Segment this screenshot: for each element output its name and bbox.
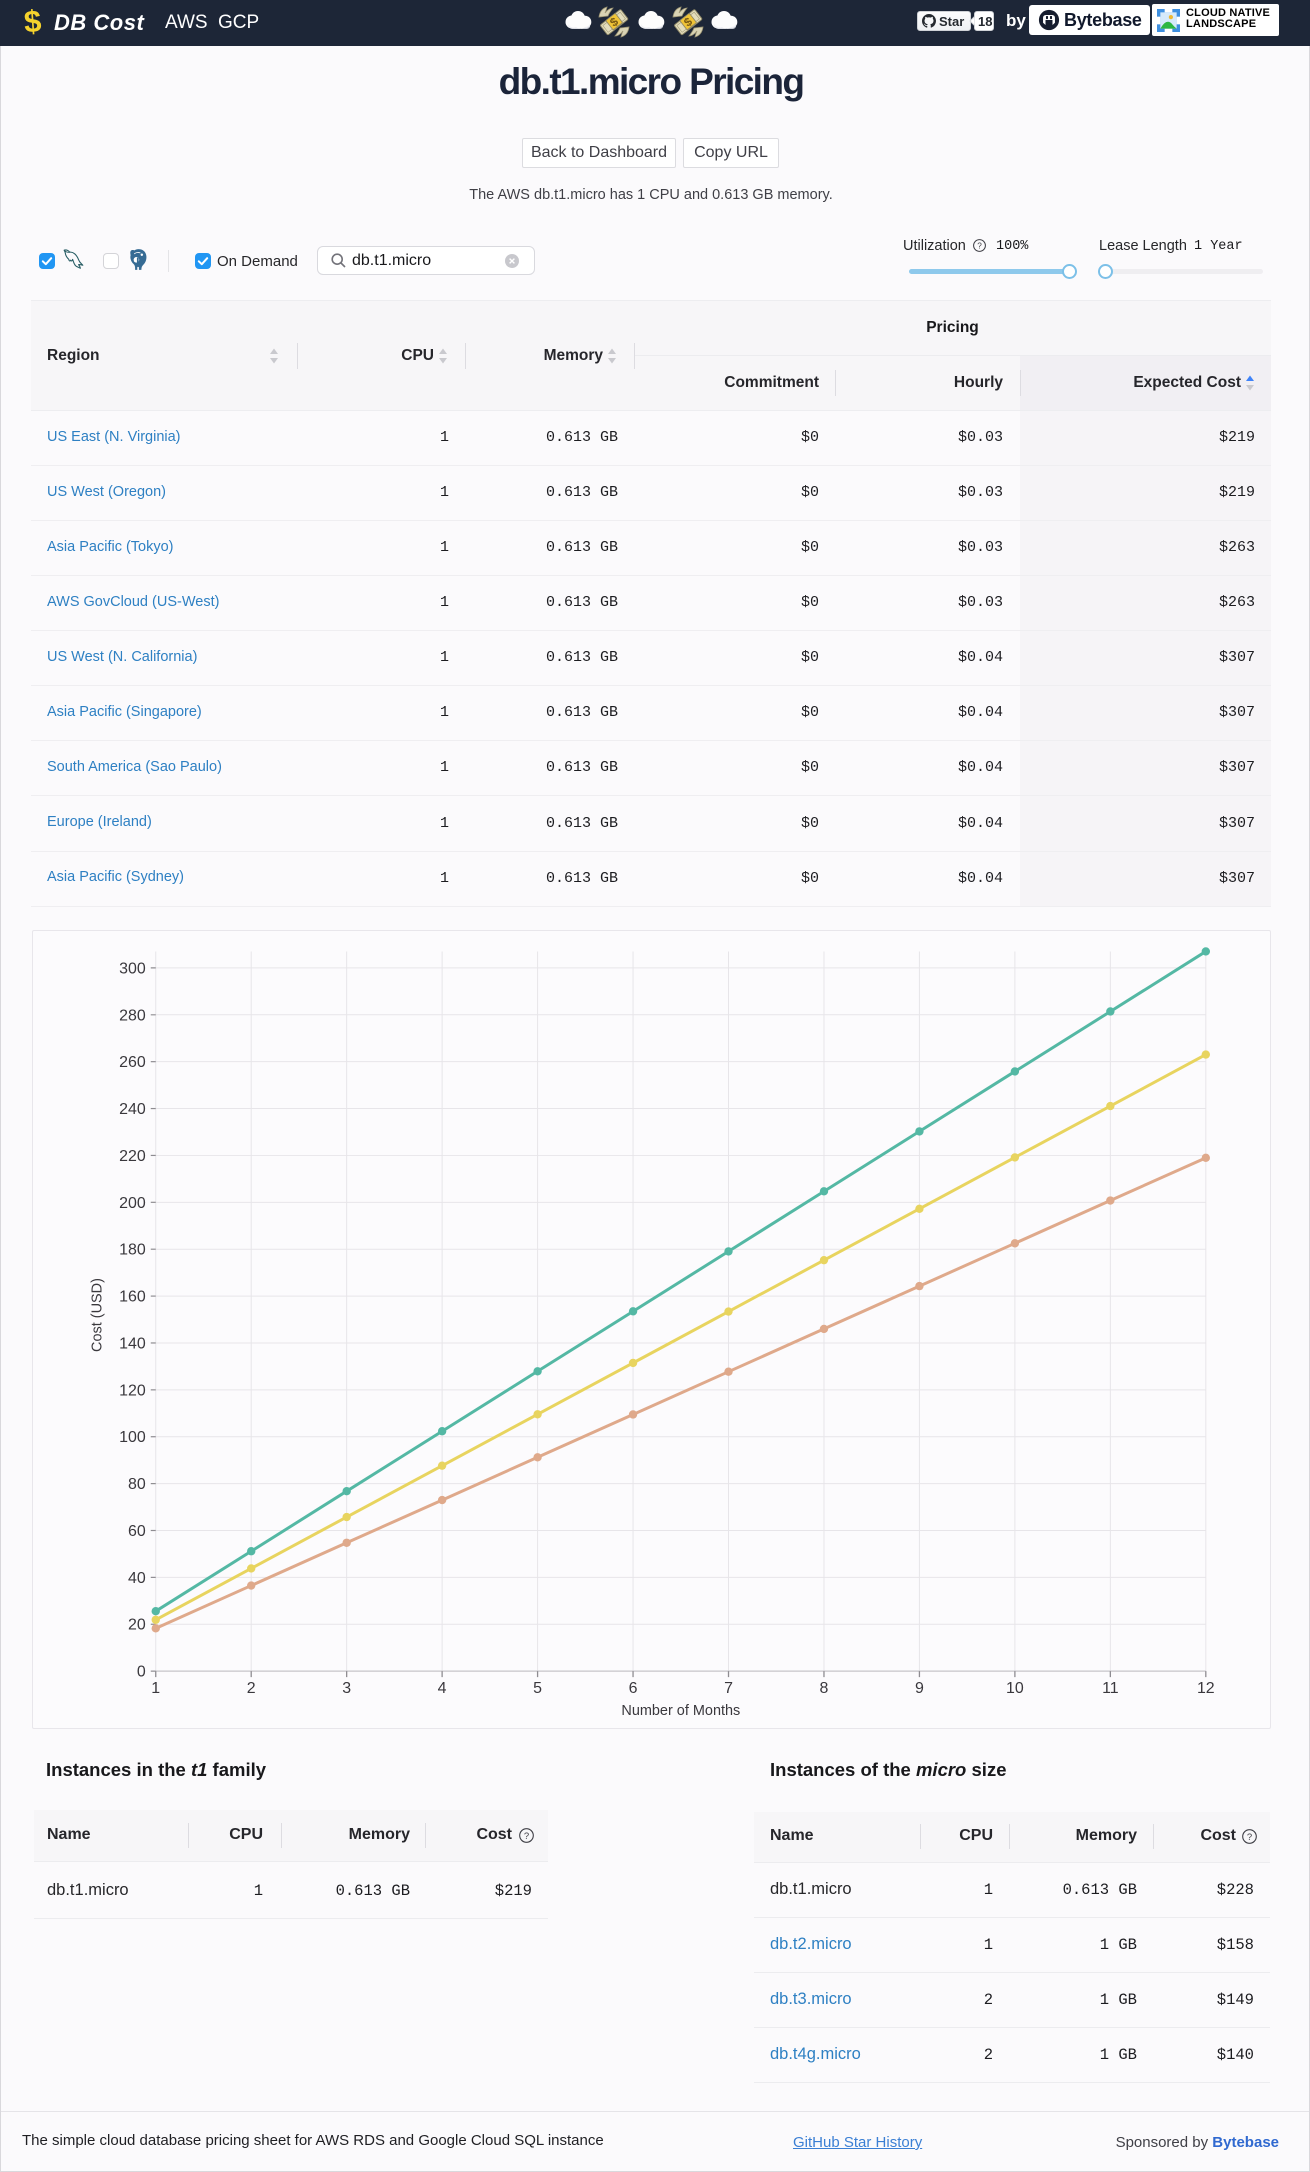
- svg-text:240: 240: [119, 1101, 146, 1118]
- svg-text:220: 220: [119, 1148, 146, 1165]
- svg-text:300: 300: [119, 960, 146, 977]
- svg-text:260: 260: [119, 1054, 146, 1071]
- svg-text:40: 40: [128, 1570, 146, 1587]
- svg-text:100: 100: [119, 1429, 146, 1446]
- svg-text:160: 160: [119, 1289, 146, 1306]
- svg-text:7: 7: [724, 1680, 733, 1697]
- svg-text:80: 80: [128, 1476, 146, 1493]
- svg-text:6: 6: [629, 1680, 638, 1697]
- svg-text:120: 120: [119, 1382, 146, 1399]
- svg-text:60: 60: [128, 1523, 146, 1540]
- svg-text:?: ?: [977, 241, 982, 250]
- svg-text:Number of Months: Number of Months: [621, 1703, 740, 1719]
- svg-text:?: ?: [1247, 1832, 1252, 1843]
- svg-text:8: 8: [820, 1680, 829, 1697]
- svg-text:9: 9: [915, 1680, 924, 1697]
- svg-text:1: 1: [151, 1680, 160, 1697]
- svg-text:180: 180: [119, 1242, 146, 1259]
- svg-text:0: 0: [137, 1664, 146, 1681]
- svg-text:200: 200: [119, 1195, 146, 1212]
- svg-text:4: 4: [438, 1680, 447, 1697]
- svg-text:3: 3: [342, 1680, 351, 1697]
- svg-text:2: 2: [247, 1680, 256, 1697]
- svg-text:140: 140: [119, 1335, 146, 1352]
- svg-text:Cost (USD): Cost (USD): [89, 1278, 105, 1352]
- svg-text:20: 20: [128, 1617, 146, 1634]
- svg-text:10: 10: [1006, 1680, 1024, 1697]
- svg-text:11: 11: [1102, 1680, 1119, 1697]
- svg-text:280: 280: [119, 1007, 146, 1024]
- svg-text:12: 12: [1197, 1680, 1215, 1697]
- svg-text:?: ?: [524, 1831, 529, 1842]
- svg-text:5: 5: [533, 1680, 542, 1697]
